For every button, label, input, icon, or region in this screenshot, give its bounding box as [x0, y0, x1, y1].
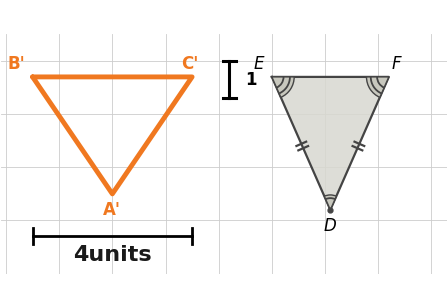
Text: 4units: 4units: [73, 245, 152, 265]
Text: E: E: [253, 55, 264, 73]
Polygon shape: [272, 77, 389, 210]
Text: 1: 1: [245, 71, 257, 89]
Text: A': A': [103, 201, 121, 219]
Text: F: F: [392, 55, 401, 73]
Text: C': C': [181, 55, 198, 73]
Wedge shape: [272, 77, 294, 97]
Wedge shape: [366, 77, 389, 97]
Wedge shape: [324, 195, 336, 210]
Text: D: D: [324, 217, 337, 235]
Text: B': B': [8, 55, 26, 73]
